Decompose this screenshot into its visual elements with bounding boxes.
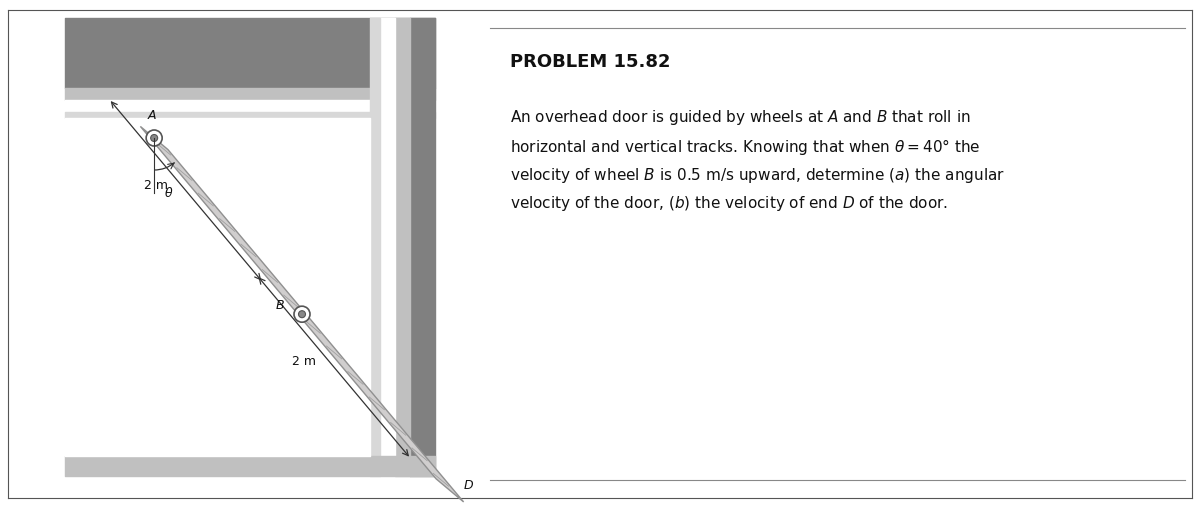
Polygon shape [140, 126, 463, 502]
Text: D: D [464, 479, 474, 492]
Text: 2 m: 2 m [144, 179, 168, 192]
Circle shape [294, 306, 310, 322]
Text: An overhead door is guided by wheels at $A$ and $B$ that roll in
horizontal and : An overhead door is guided by wheels at … [510, 108, 1004, 213]
Text: B: B [276, 299, 284, 312]
Text: $\theta$: $\theta$ [164, 186, 174, 200]
Text: 2 m: 2 m [292, 356, 316, 368]
Circle shape [146, 130, 162, 146]
Circle shape [299, 311, 306, 318]
Text: A: A [148, 109, 156, 122]
Circle shape [151, 135, 157, 142]
Text: PROBLEM 15.82: PROBLEM 15.82 [510, 53, 671, 71]
